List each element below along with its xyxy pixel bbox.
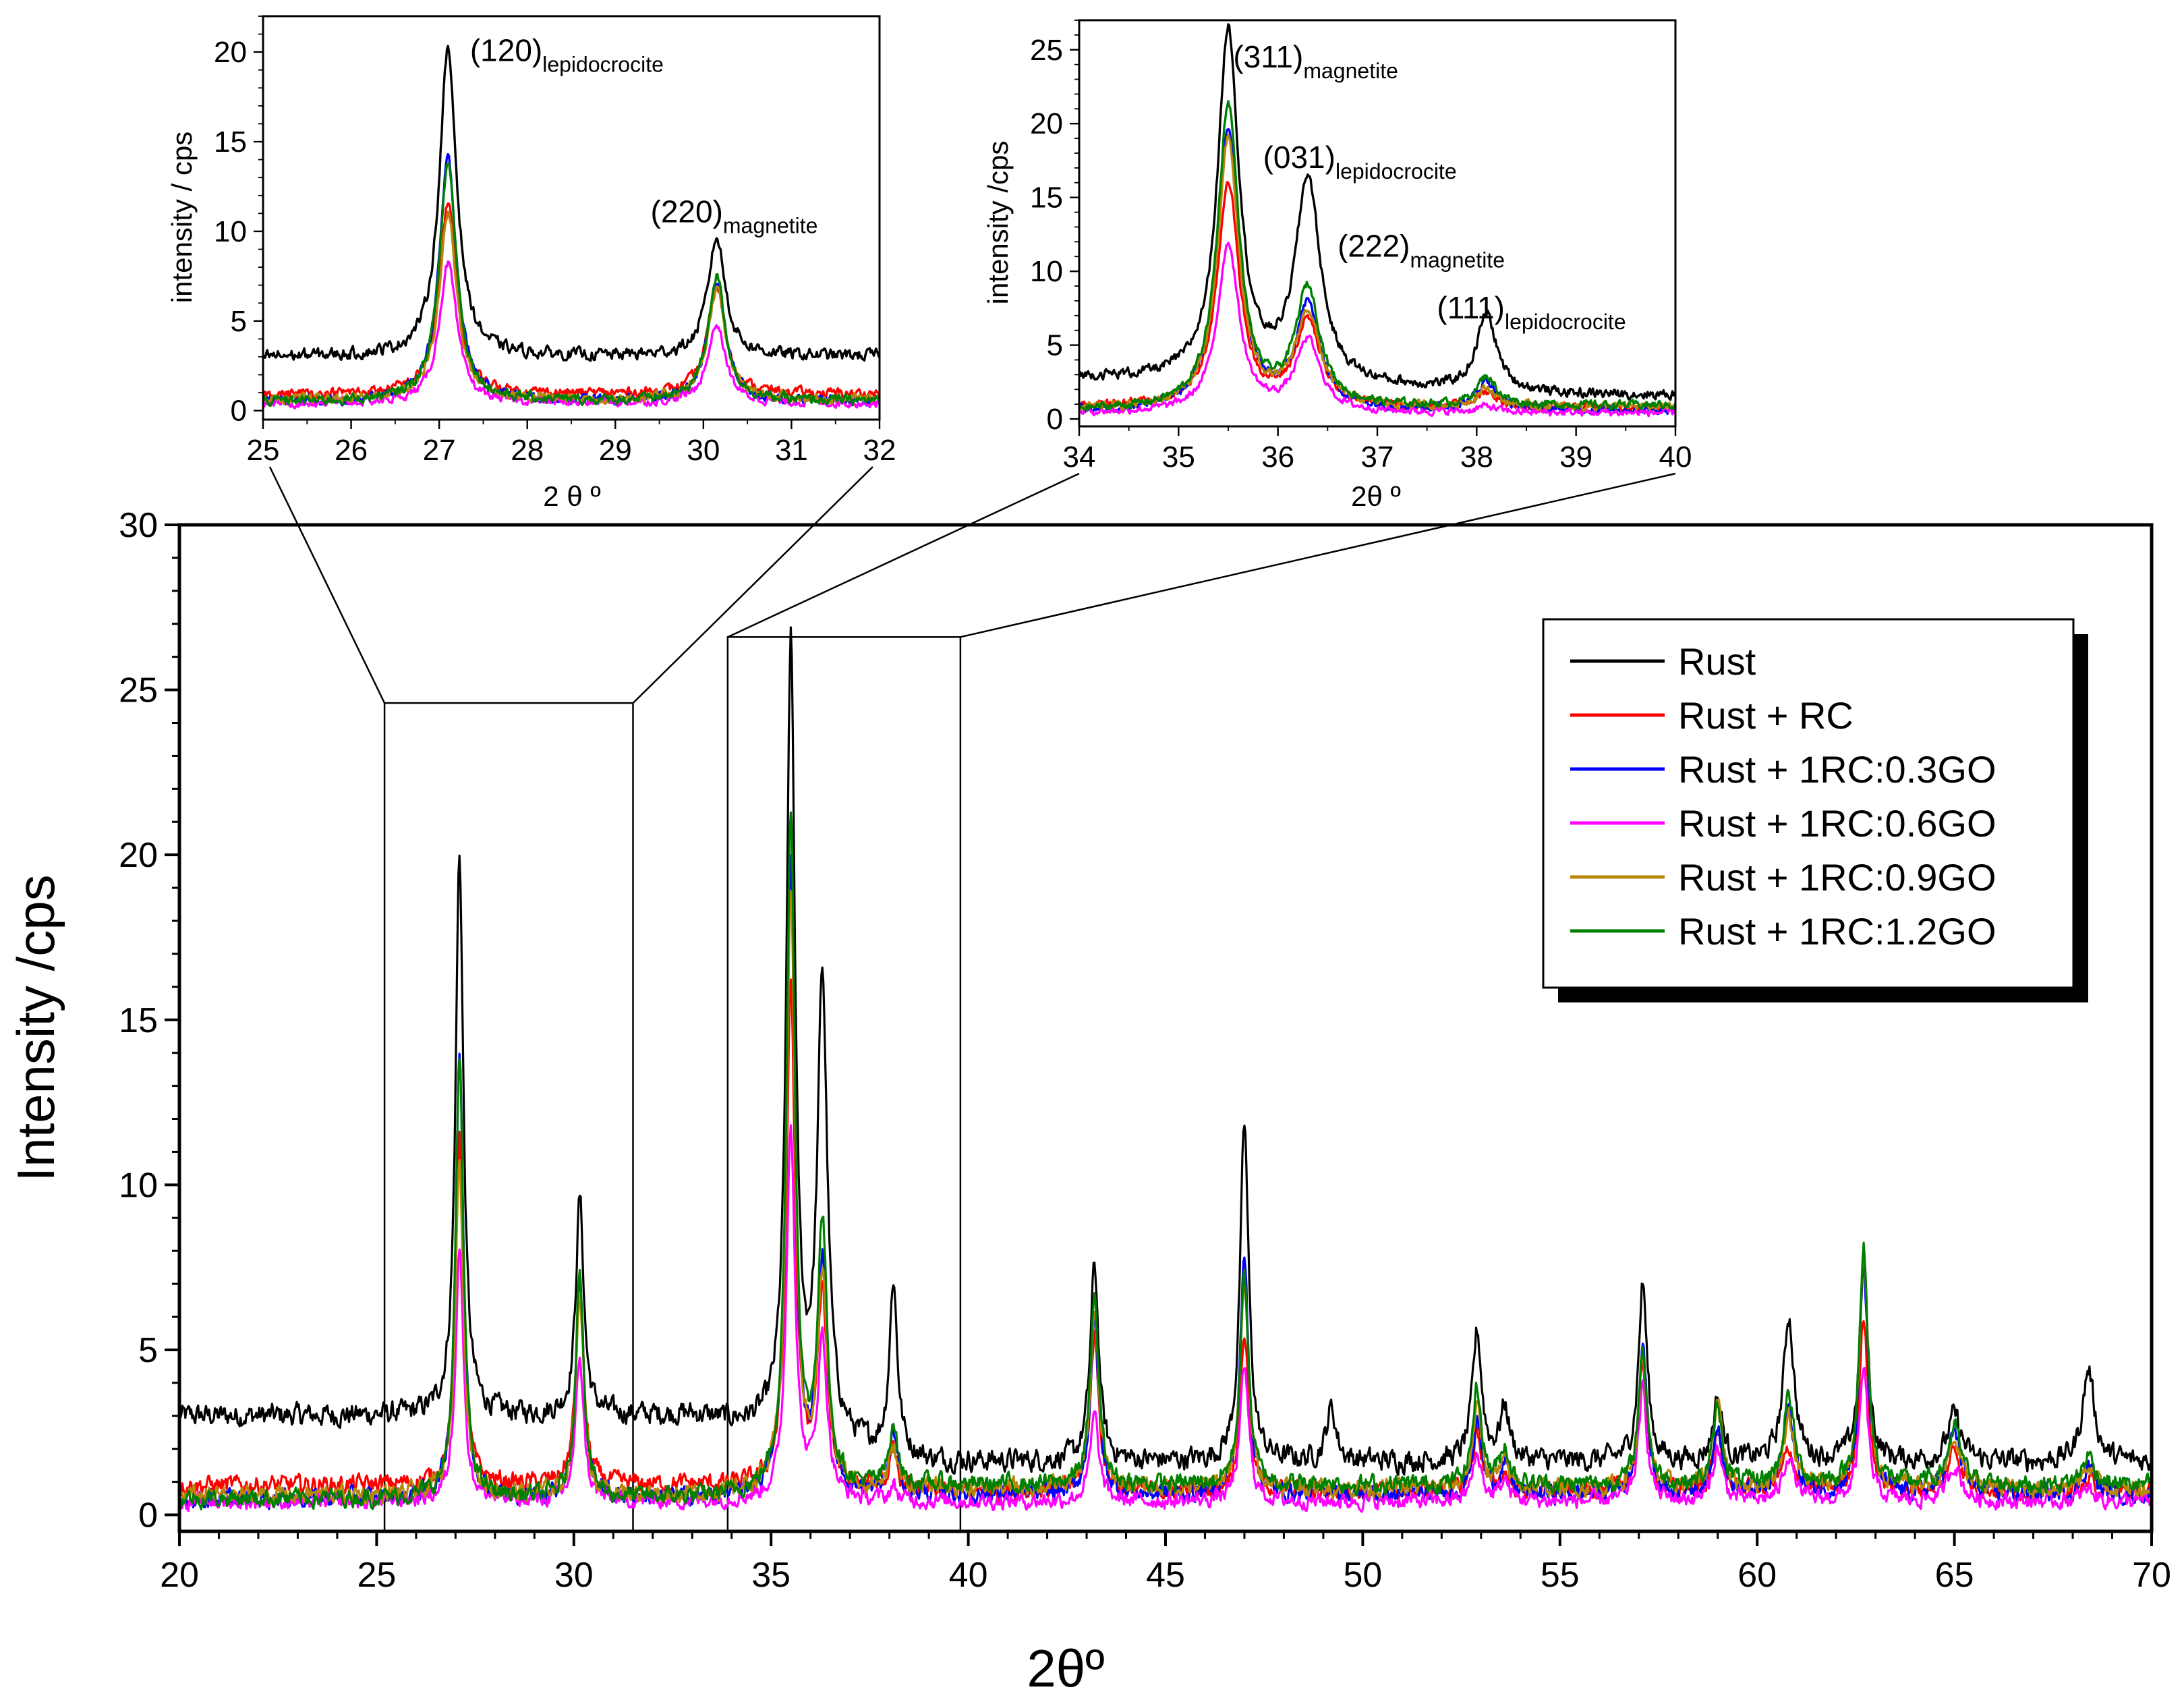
inset-left-y-tick-label: 0 <box>231 395 247 428</box>
inset-right-x-tick-label: 38 <box>1460 441 1493 474</box>
main-x-tick-label: 20 <box>160 1556 199 1595</box>
inset-right-x-tick-label: 35 <box>1162 441 1195 474</box>
main-y-tick-label: 15 <box>119 1001 158 1040</box>
inset-right-y-title: intensity /cps <box>982 141 1014 305</box>
inset-left-y-tick-label: 10 <box>214 215 247 248</box>
inset-left-y-tick-label: 20 <box>214 36 247 69</box>
legend-label: Rust + 1RC:0.6GO <box>1678 802 1996 845</box>
zoom-connector <box>268 466 386 704</box>
inset-right-x-tick-label: 34 <box>1063 441 1096 474</box>
inset-left-x-tick-label: 29 <box>599 434 632 467</box>
inset-right-y-tick-label: 15 <box>1030 181 1063 215</box>
main-y-axis-title: Intensity /cps <box>6 874 65 1181</box>
main-y-tick-label: 25 <box>119 671 158 710</box>
inset-left-x-tick-label: 26 <box>335 434 368 467</box>
main-x-tick-label: 25 <box>357 1556 396 1595</box>
zoom-connector <box>960 472 1676 638</box>
main-x-tick-label: 55 <box>1541 1556 1580 1595</box>
main-x-tick-label: 65 <box>1935 1556 1974 1595</box>
main-series-5 <box>179 811 2152 1510</box>
main-axes: 20 25 30 35 40 45 50 55 60 65 70 0 5 10 15 20 25 30 <box>119 506 2171 1595</box>
inset-left-series-2 <box>263 152 880 407</box>
legend-box <box>1542 618 2075 989</box>
inset-left-y-tick-label: 5 <box>231 305 247 338</box>
main-x-tick-label: 35 <box>751 1556 791 1595</box>
legend: Rust Rust + RC Rust + 1RC:0.3GO Rust + 1RC:… <box>1542 618 2088 1002</box>
inset-right-x-tick-label: 39 <box>1559 441 1592 474</box>
main-plot: 20 25 30 35 40 45 50 55 60 65 70 0 5 10 15 20 25 30 2θº I… <box>6 506 2171 1698</box>
inset-right-y-tick-label: 10 <box>1030 255 1063 288</box>
inset-right: 34 35 36 37 38 39 40 0 5 10 15 20 25 2θ º intensity … <box>982 19 1692 512</box>
main-x-tick-label: 40 <box>949 1556 988 1595</box>
inset-left-series-5 <box>263 163 880 407</box>
inset-right-x-tick-label: 37 <box>1361 441 1394 474</box>
inset-right-y-tick-label: 0 <box>1047 403 1063 436</box>
legend-label: Rust + RC <box>1678 694 1853 737</box>
legend-label: Rust + 1RC:0.3GO <box>1678 748 1996 791</box>
inset-left: 25 26 27 28 29 30 31 32 0 5 10 15 20 2 θ º intensity… <box>166 15 896 512</box>
main-y-tick-label: 30 <box>119 506 158 545</box>
legend-label: Rust + 1RC:1.2GO <box>1678 910 1996 953</box>
main-series-lines <box>179 626 2152 1513</box>
peak-annotation: (311)magnetite <box>1233 39 1398 83</box>
main-x-tick-label: 50 <box>1343 1556 1382 1595</box>
main-x-tick-label: 45 <box>1146 1556 1185 1595</box>
inset-left-x-tick-label: 25 <box>247 434 280 467</box>
inset-right-y-tick-label: 25 <box>1030 34 1063 67</box>
inset-left-x-tick-label: 32 <box>863 434 896 467</box>
legend-label: Rust + 1RC:0.9GO <box>1678 856 1996 899</box>
inset-right-series-0 <box>1079 23 1675 401</box>
main-y-tick-label: 5 <box>138 1331 158 1370</box>
peak-annotation: (120)lepidocrocite <box>470 32 664 76</box>
main-series-0 <box>179 626 2152 1476</box>
main-y-tick-label: 0 <box>138 1496 158 1535</box>
peak-annotation: (111)lepidocrocite <box>1437 290 1626 334</box>
inset-right-y-tick-label: 20 <box>1030 107 1063 140</box>
inset-left-x-tick-label: 28 <box>511 434 544 467</box>
inset-right-series-lines <box>1079 23 1675 418</box>
inset-left-series-3 <box>263 260 880 409</box>
main-x-axis-title: 2θº <box>1027 1639 1104 1698</box>
inset-left-series-lines <box>263 45 880 409</box>
inset-left-x-tick-label: 30 <box>687 434 720 467</box>
peak-annotation: (031)lepidocrocite <box>1263 140 1457 183</box>
inset-left-y-title: intensity / cps <box>166 132 198 303</box>
main-x-tick-label: 70 <box>2132 1556 2171 1595</box>
inset-right-series-5 <box>1079 100 1675 412</box>
legend-label: Rust <box>1678 640 1756 683</box>
inset-left-series-4 <box>263 210 880 405</box>
main-series-3 <box>179 1124 2152 1513</box>
inset-right-x-title: 2θ º <box>1351 480 1401 512</box>
inset-left-x-tick-label: 27 <box>423 434 456 467</box>
main-y-tick-label: 20 <box>119 836 158 875</box>
inset-left-y-tick-label: 15 <box>214 125 247 159</box>
inset-left-x-title: 2 θ º <box>543 480 600 512</box>
inset-right-series-3 <box>1079 242 1675 418</box>
peak-annotation: (222)magnetite <box>1338 228 1505 272</box>
peak-annotation: (220)magnetite <box>651 194 818 238</box>
inset-right-x-tick-label: 36 <box>1261 441 1294 474</box>
inset-right-y-tick-label: 5 <box>1047 329 1063 362</box>
main-y-tick-label: 10 <box>119 1166 158 1205</box>
main-x-tick-label: 60 <box>1737 1556 1777 1595</box>
zoom-connector <box>632 466 873 704</box>
main-x-tick-label: 30 <box>554 1556 594 1595</box>
zoom-connectors <box>268 466 1676 1533</box>
inset-right-x-tick-label: 40 <box>1659 441 1692 474</box>
inset-left-axes: 25 26 27 28 29 30 31 32 0 5 10 15 20 <box>214 15 896 467</box>
inset-left-x-tick-label: 31 <box>775 434 808 467</box>
inset-right-axes: 34 35 36 37 38 39 40 0 5 10 15 20 25 <box>1030 19 1692 474</box>
zoom-connector <box>727 472 1080 638</box>
inset-left-series-0 <box>263 45 880 362</box>
